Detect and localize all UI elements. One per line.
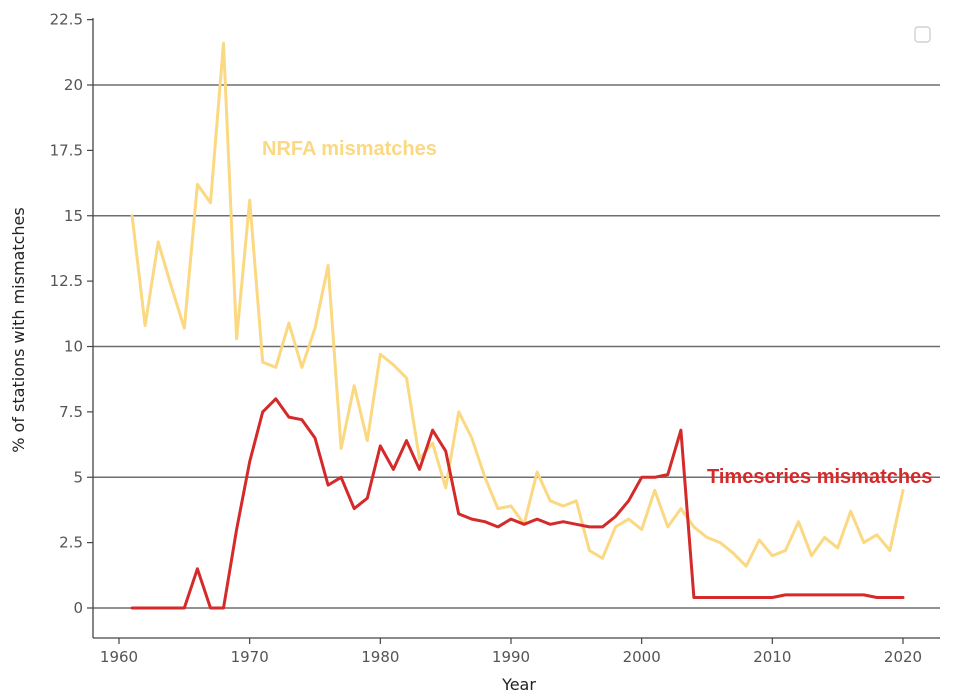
x-tick-label: 2010	[753, 648, 791, 666]
x-tick-label: 1960	[100, 648, 138, 666]
series-line-timeseries	[130, 397, 905, 610]
x-tick-label: 2000	[623, 648, 661, 666]
y-tick-label: 0	[73, 599, 83, 617]
y-tick-label: 5	[73, 468, 83, 486]
y-axis-title: % of stations with mismatches	[9, 207, 28, 452]
gridlines	[93, 84, 940, 609]
legend-box	[914, 26, 931, 43]
series-label-nrfa: NRFA mismatches	[262, 138, 437, 160]
series-line-nrfa	[130, 41, 905, 568]
x-axis-title: Year	[501, 675, 536, 694]
y-tick-label: 22.5	[50, 11, 83, 29]
y-tick-label: 10	[64, 338, 83, 356]
x-tick-label: 1970	[231, 648, 269, 666]
x-tick-label: 1980	[361, 648, 399, 666]
y-tick-label: 17.5	[50, 141, 83, 159]
x-tick-label: 2020	[884, 648, 922, 666]
axes	[92, 18, 940, 639]
y-tick-label: 20	[64, 76, 83, 94]
series-lines	[130, 41, 905, 610]
y-tick-label: 12.5	[50, 272, 83, 290]
y-tick-label: 2.5	[59, 534, 83, 552]
y-tick-label: 15	[64, 207, 83, 225]
y-tick-label: 7.5	[59, 403, 83, 421]
tick-marks-and-labels: 0 2.5 5 7.5 10 12.5 15 17.5 20 22.5 1960 1970 1980 19…	[50, 11, 923, 666]
series-label-timeseries: Timeseries mismatches	[707, 466, 932, 488]
x-tick-label: 1990	[492, 648, 530, 666]
